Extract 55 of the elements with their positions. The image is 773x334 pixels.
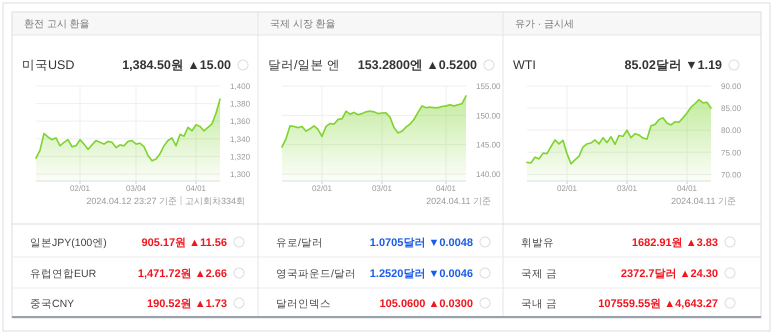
y-tick-label: 70.00 bbox=[721, 170, 742, 180]
text: 2024.04.12 23:27 기준 bbox=[86, 196, 177, 206]
x-tick-label: 03/04 bbox=[126, 184, 147, 193]
y-tick-label: 155.00 bbox=[476, 82, 502, 91]
x-tick-label: 03/01 bbox=[372, 184, 393, 193]
y-tick-label: 1,400 bbox=[230, 82, 251, 91]
x-tick-label: 03/01 bbox=[616, 184, 638, 193]
text: 190.52원 ▲1.73 bbox=[147, 298, 227, 310]
y-tick-label: 150.00 bbox=[476, 111, 502, 120]
text: 107559.55원 ▲4,643.27 bbox=[598, 298, 718, 310]
y-tick-label: 80.00 bbox=[721, 126, 742, 136]
x-tick-label: 02/01 bbox=[312, 184, 333, 193]
chart-subtitle: 달러/일본 엔 bbox=[268, 58, 340, 72]
y-tick-label: 1,360 bbox=[230, 117, 251, 126]
x-tick-label: 02/01 bbox=[70, 184, 91, 193]
y-tick-label: 1,320 bbox=[230, 152, 251, 162]
text: 905.17원 ▲11.56 bbox=[141, 237, 227, 249]
text: 달러인덱스 bbox=[276, 298, 331, 310]
text: 2024.04.11 기준 bbox=[426, 196, 491, 206]
text: 국내 금 bbox=[521, 298, 557, 310]
y-tick-label: 1,340 bbox=[230, 134, 251, 144]
text: 1,384.50원 ▲15.00 bbox=[122, 58, 232, 72]
text: 휘발유 bbox=[521, 237, 554, 249]
y-tick-label: 1,300 bbox=[230, 170, 251, 179]
text: 고시회차334회 bbox=[184, 196, 245, 206]
text: 국제 금 bbox=[521, 268, 557, 280]
y-tick-label: 1,380 bbox=[230, 100, 251, 109]
chart-subtitle: WTI bbox=[513, 58, 536, 72]
text: 일본JPY(100엔) bbox=[30, 237, 107, 249]
text: 2024.04.11 기준 bbox=[671, 196, 736, 206]
y-tick-label: 90.00 bbox=[721, 82, 742, 91]
x-tick-label: 04/01 bbox=[676, 184, 698, 193]
text: 1.0705달러 ▼0.0048 bbox=[370, 237, 473, 249]
chart-title: 유가 · 금시세 bbox=[515, 19, 574, 30]
text: 85.02달러 ▼1.19 bbox=[624, 58, 722, 72]
text: 영국파운드/달러 bbox=[276, 268, 356, 280]
text: 1,471.72원 ▲2.66 bbox=[138, 268, 227, 280]
x-tick-label: 04/01 bbox=[436, 184, 457, 193]
chart-title: 환전 고시 환율 bbox=[24, 19, 90, 30]
text: 153.2800엔 ▲0.5200 bbox=[358, 58, 478, 72]
text: 1.2520달러 ▼0.0046 bbox=[370, 268, 473, 280]
text: 유로/달러 bbox=[276, 237, 323, 249]
text: 105.0600 ▲0.0300 bbox=[380, 298, 473, 310]
text: 2372.7달러 ▲24.30 bbox=[620, 268, 718, 280]
chart-subtitle: 미국USD bbox=[22, 58, 74, 72]
y-tick-label: 145.00 bbox=[476, 140, 502, 150]
y-tick-label: 140.00 bbox=[476, 170, 502, 179]
y-tick-label: 85.00 bbox=[721, 104, 742, 114]
x-tick-label: 02/01 bbox=[556, 184, 578, 193]
text: 중국CNY bbox=[30, 298, 74, 310]
y-tick-label: 75.00 bbox=[721, 148, 742, 158]
text: 1682.91원 ▲3.83 bbox=[632, 237, 718, 249]
text: 유럽연합EUR bbox=[30, 268, 97, 280]
chart-title: 국제 시장 환율 bbox=[270, 19, 336, 30]
x-tick-label: 04/01 bbox=[186, 184, 207, 193]
